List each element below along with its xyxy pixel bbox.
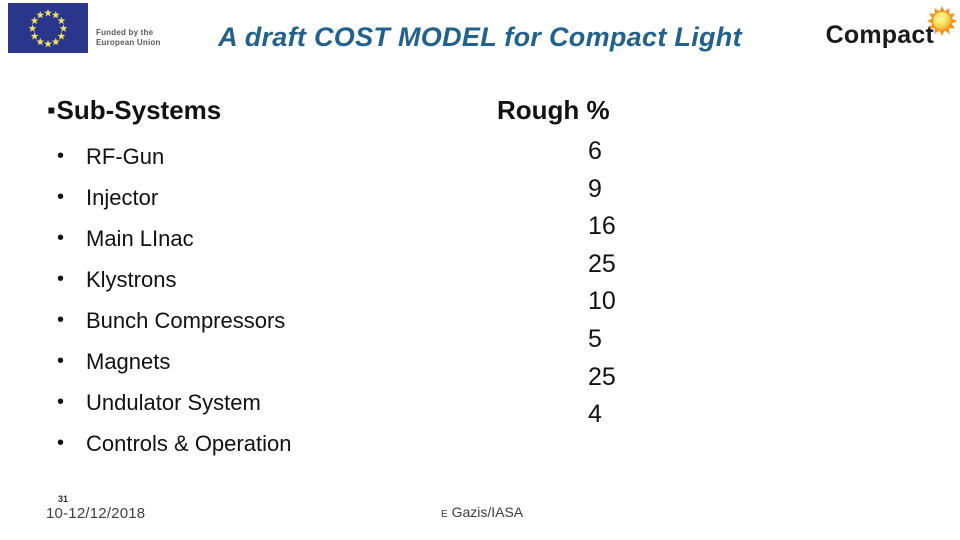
list-item-label: Injector (86, 184, 159, 210)
bullet-dot-icon: • (57, 145, 65, 167)
list-item: • Magnets (57, 341, 291, 382)
rough-percent-value: 9 (588, 174, 602, 203)
footer-author-prefix: E (441, 509, 448, 520)
list-item: • Bunch Compressors (57, 300, 291, 341)
rough-percent-value: 5 (588, 324, 602, 353)
list-item: • Undulator System (57, 382, 291, 423)
rough-percent-value: 25 (588, 249, 616, 278)
eu-flag-icon (8, 3, 88, 53)
bullet-dot-icon: • (57, 309, 65, 331)
sun-icon (927, 6, 957, 36)
rough-percent-value: 10 (588, 287, 616, 316)
footer-date: 10-12/12/2018 (46, 505, 146, 522)
list-item-label: Undulator System (86, 389, 261, 415)
subsystems-heading-label: Sub-Systems (56, 95, 222, 125)
rough-percent-value: 4 (588, 400, 602, 429)
compact-logo: Compact (822, 6, 957, 55)
subsystems-heading: ▪Sub-Systems (47, 95, 221, 126)
compact-logo-text: Compact (825, 21, 934, 49)
list-item: • Main LInac (57, 218, 291, 259)
bullet-dot-icon: • (57, 350, 65, 372)
bullet-dot-icon: • (57, 227, 65, 249)
rough-percent-value: 6 (588, 137, 602, 165)
list-item-label: RF-Gun (86, 143, 165, 169)
rough-percent-heading: Rough % (497, 95, 610, 125)
subsystems-list: • RF-Gun • Injector • Main LInac • Klystrons • Bu… (57, 136, 291, 464)
eu-caption-line1: Funded by the (96, 28, 154, 37)
list-item-label: Controls & Operation (86, 430, 292, 456)
bullet-dot-icon: • (57, 432, 65, 454)
bullet-dot-icon: • (57, 268, 65, 290)
rough-percent-value: 25 (588, 362, 616, 391)
footer-author: E Gazis/IASA (441, 504, 523, 520)
bullet-dot-icon: • (57, 391, 65, 413)
eu-funding-caption: Funded by the European Union (96, 28, 161, 47)
footer-author-name: Gazis/IASA (451, 504, 524, 520)
list-item-label: Magnets (86, 348, 171, 374)
list-item: • Injector (57, 177, 291, 218)
list-item-label: Main LInac (86, 225, 194, 251)
list-item: • Klystrons (57, 259, 291, 300)
list-item: • Controls & Operation (57, 423, 291, 464)
list-item-label: Bunch Compressors (86, 307, 286, 333)
bullet-dot-icon: • (57, 186, 65, 208)
slide-title: A draft COST MODEL for Compact Light (218, 22, 742, 52)
square-bullet-icon: ▪ (47, 97, 56, 124)
list-item-label: Klystrons (86, 266, 177, 292)
list-item: • RF-Gun (57, 136, 291, 177)
rough-values-list: 6 9 16 25 10 5 25 4 (588, 133, 616, 434)
slide-number: 31 (58, 494, 69, 504)
eu-caption-line2: European Union (96, 37, 161, 47)
rough-percent-value: 16 (588, 212, 616, 241)
